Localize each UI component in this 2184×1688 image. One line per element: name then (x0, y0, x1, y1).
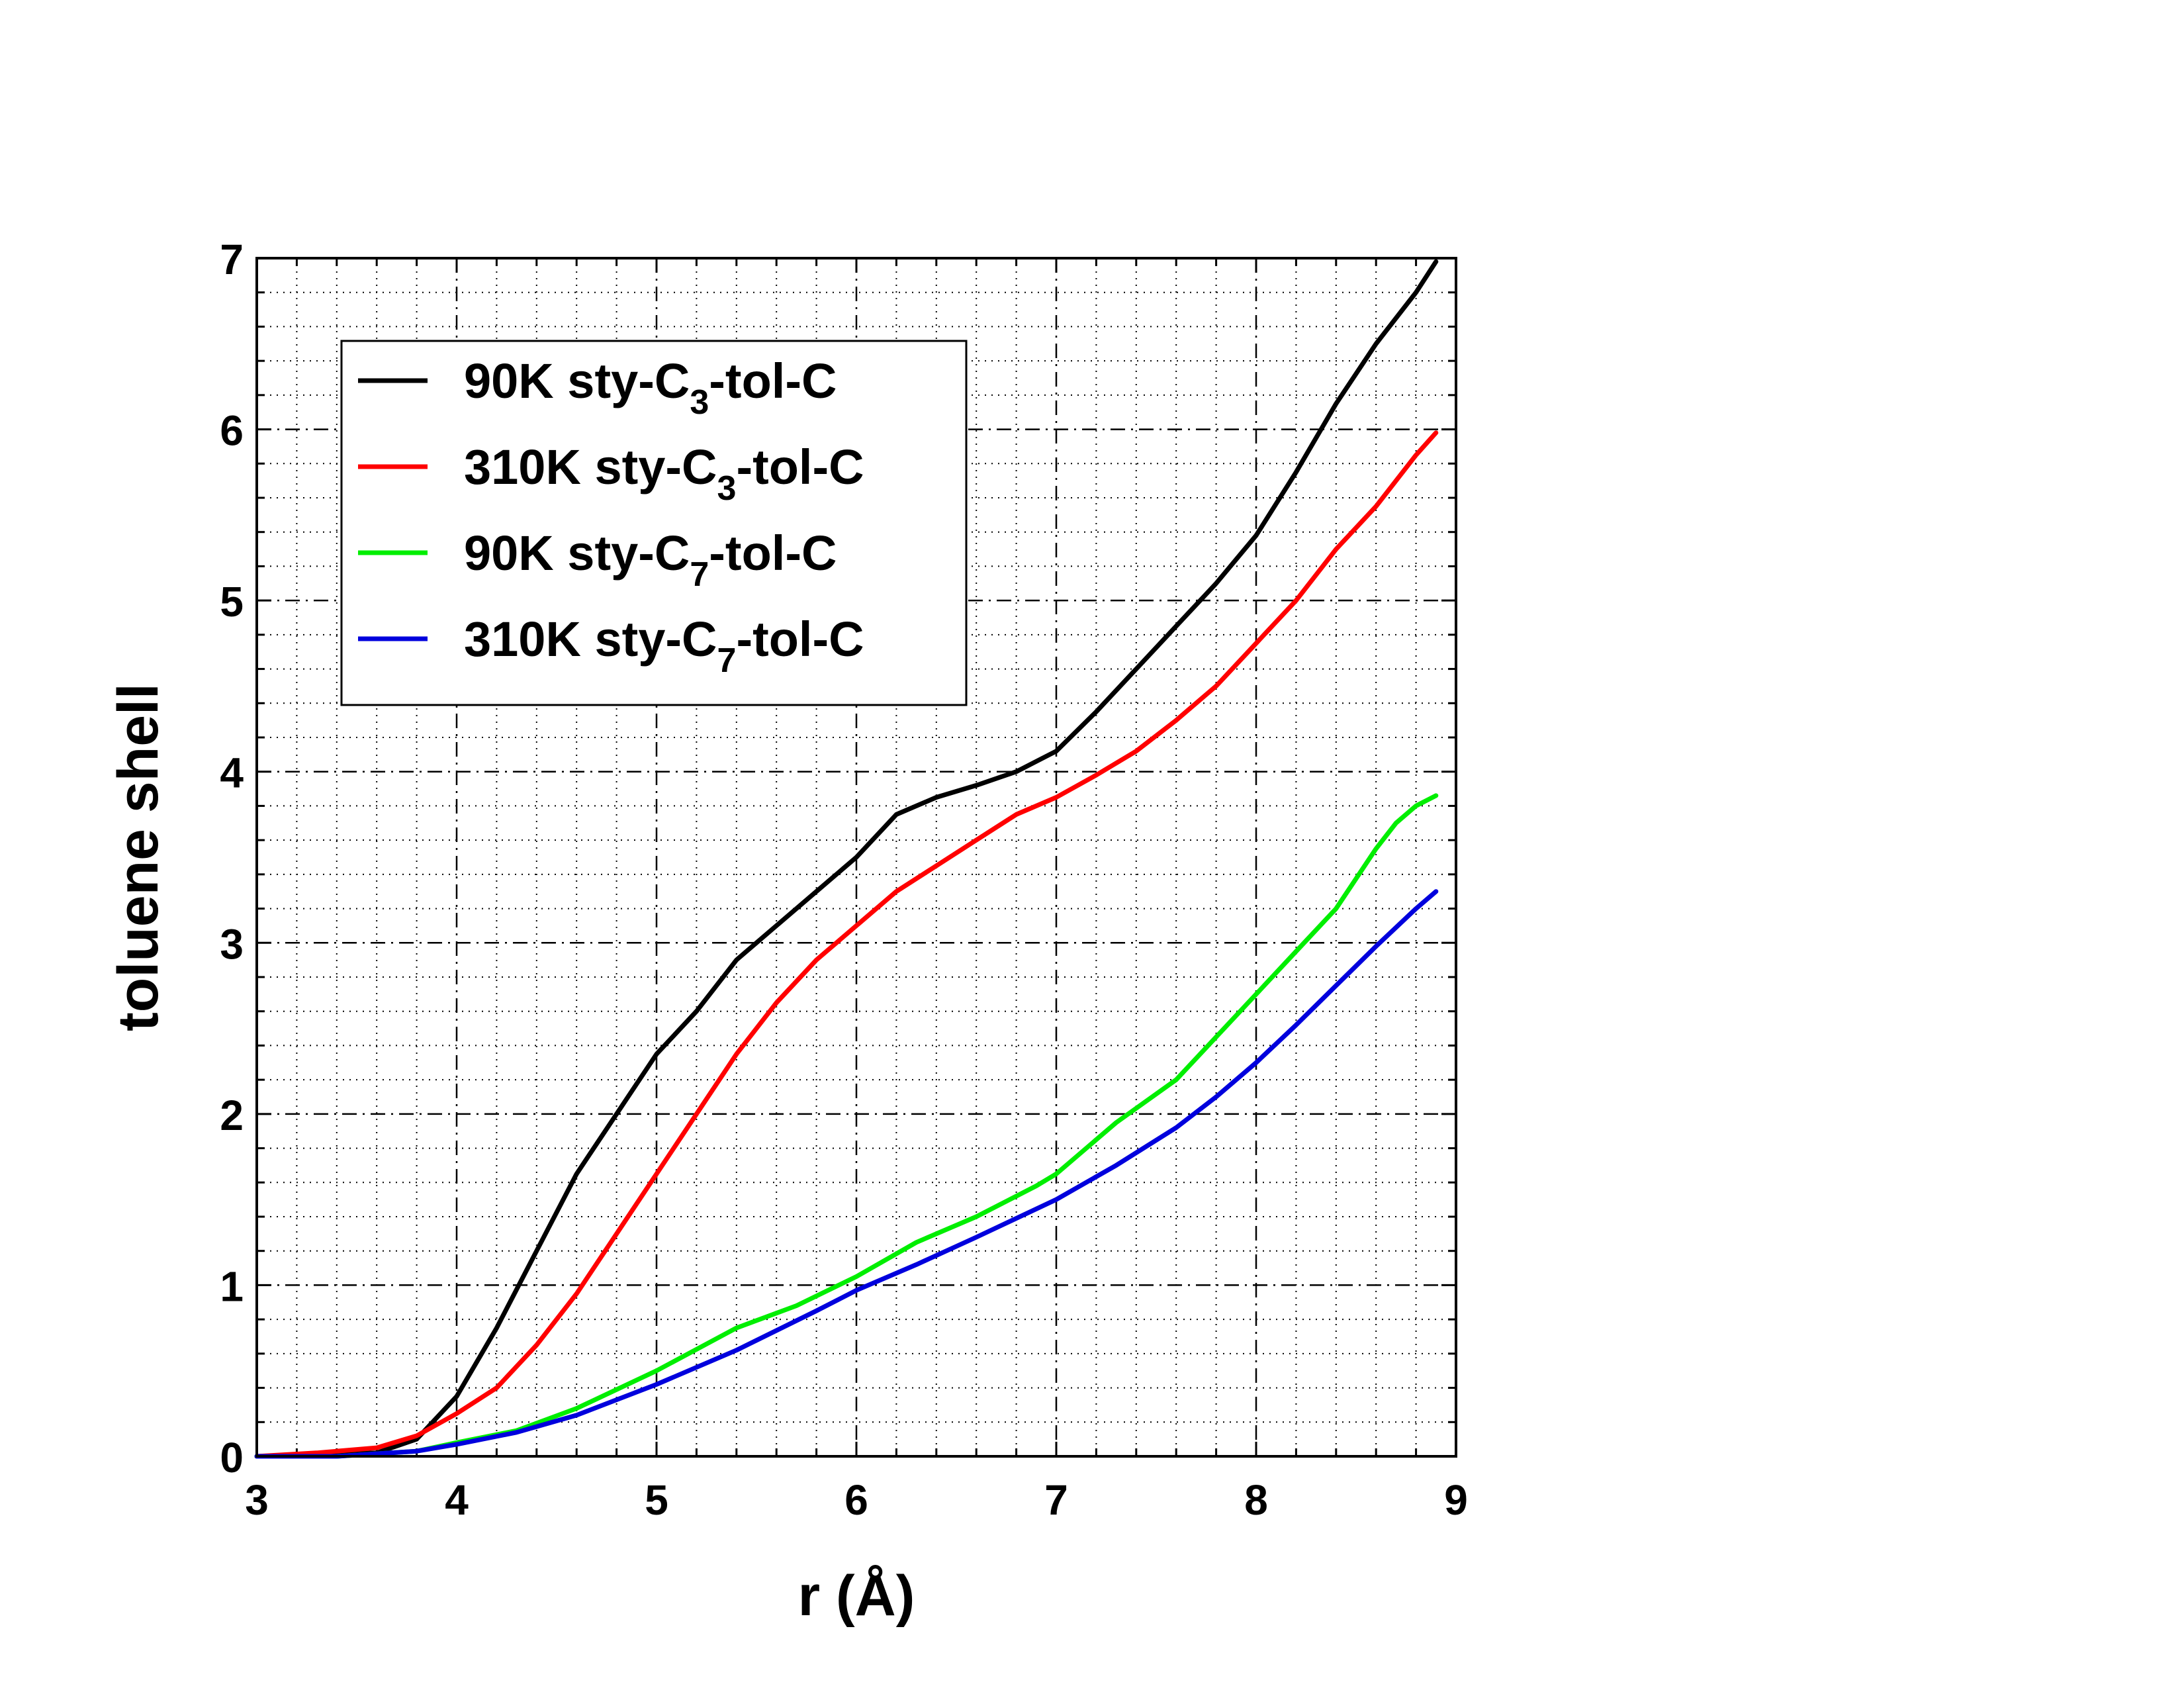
x-tick-label: 7 (1044, 1476, 1068, 1524)
legend-label-subscript: 3 (717, 469, 737, 508)
plot-frame (255, 257, 1457, 1458)
series-line-1 (254, 430, 1439, 1459)
x-tick-label: 6 (844, 1476, 868, 1524)
series-line-0 (254, 259, 1439, 1459)
legend-box (340, 340, 968, 706)
y-tick-label: 7 (220, 236, 244, 283)
legend-label-2: 90K sty-C7-tol-C (464, 526, 837, 594)
x-tick-label: 8 (1244, 1476, 1268, 1524)
x-tick-label: 9 (1444, 1476, 1468, 1524)
legend-label-suffix: -tol-C (736, 440, 864, 494)
y-tick-label: 6 (220, 407, 244, 455)
legend-label-subscript: 7 (690, 555, 709, 594)
x-tick-labels: 3 4 5 6 7 8 9 (245, 1476, 1468, 1524)
x-axis-title: r (Å) (798, 1564, 915, 1628)
legend-label-prefix: 90K sty-C (464, 526, 690, 581)
legend-label-3: 310K sty-C7-tol-C (464, 612, 864, 680)
legend-label-prefix: 310K sty-C (464, 440, 717, 494)
legend-label-suffix: -tol-C (736, 612, 864, 667)
legend-label-1: 310K sty-C3-tol-C (464, 440, 864, 508)
y-tick-label: 5 (220, 578, 244, 626)
y-tick-labels: 0 1 2 3 4 5 6 7 (220, 236, 244, 1481)
x-tick-label: 3 (245, 1476, 269, 1524)
legend-label-subscript: 7 (717, 641, 737, 680)
legend-label-subscript: 3 (690, 383, 709, 422)
legend-label-prefix: 90K sty-C (464, 353, 690, 408)
y-tick-label: 0 (220, 1434, 244, 1481)
y-axis-title: toluene shell (107, 683, 170, 1031)
y-tick-label: 4 (220, 749, 244, 797)
y-tick-label: 2 (220, 1092, 244, 1139)
x-tick-label: 5 (645, 1476, 668, 1524)
legend-label-suffix: -tol-C (709, 526, 837, 581)
legend-label-suffix: -tol-C (709, 353, 837, 408)
series-layer (254, 259, 1439, 1459)
legend-label-0: 90K sty-C3-tol-C (464, 353, 837, 422)
y-tick-label: 3 (220, 920, 244, 968)
series-line-2 (254, 793, 1439, 1459)
y-tick-label: 1 (220, 1262, 244, 1310)
x-tick-label: 4 (445, 1476, 469, 1524)
legend-label-prefix: 310K sty-C (464, 612, 717, 667)
series-line-3 (254, 889, 1439, 1459)
